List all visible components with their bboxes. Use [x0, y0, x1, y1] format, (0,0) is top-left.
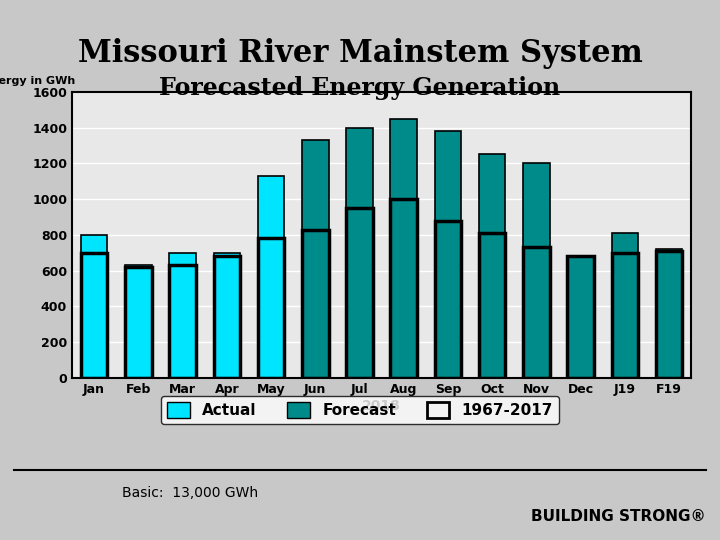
Text: Forecasted Energy Generation: Forecasted Energy Generation — [159, 76, 561, 99]
Bar — [169, 265, 196, 378]
Bar — [656, 251, 683, 378]
Bar — [611, 253, 638, 378]
Bar — [567, 256, 594, 378]
Bar — [435, 131, 462, 378]
Bar — [346, 208, 373, 378]
Bar — [390, 199, 417, 378]
Bar — [169, 253, 196, 378]
Bar — [567, 256, 594, 378]
Bar — [656, 249, 683, 378]
Bar — [214, 253, 240, 378]
Bar — [435, 220, 462, 378]
Bar — [125, 267, 152, 378]
Bar — [258, 239, 284, 378]
Bar — [214, 256, 240, 378]
Text: BUILDING STRONG®: BUILDING STRONG® — [531, 509, 706, 524]
Text: Basic:  13,000 GWh: Basic: 13,000 GWh — [122, 486, 258, 500]
Bar — [611, 233, 638, 378]
Bar — [302, 140, 328, 378]
Bar — [258, 176, 284, 378]
Legend: Actual, Forecast, 1967-2017: Actual, Forecast, 1967-2017 — [161, 396, 559, 424]
Bar — [390, 119, 417, 378]
Bar — [125, 265, 152, 378]
Bar — [346, 127, 373, 378]
Bar — [302, 230, 328, 378]
Text: Missouri River Mainstem System: Missouri River Mainstem System — [78, 38, 642, 69]
Y-axis label: Energy in GWh: Energy in GWh — [0, 76, 75, 86]
Bar — [81, 253, 107, 378]
Bar — [479, 154, 505, 378]
Bar — [479, 233, 505, 378]
Bar — [523, 163, 549, 378]
Bar — [523, 247, 549, 378]
X-axis label: 2018: 2018 — [362, 399, 401, 413]
Bar — [81, 235, 107, 378]
